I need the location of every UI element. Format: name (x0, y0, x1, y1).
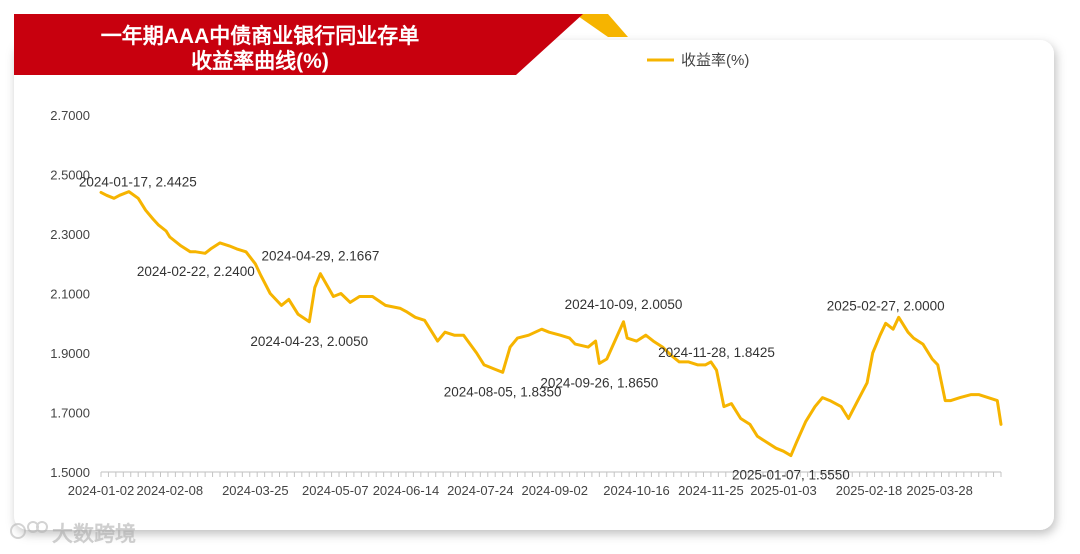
x-tick-label: 2024-03-25 (222, 483, 289, 498)
data-label: 2024-08-05, 1.8350 (444, 384, 562, 399)
data-label: 2024-04-29, 2.1667 (261, 249, 379, 264)
x-tick-label: 2024-11-25 (678, 483, 744, 498)
series-layer (99, 190, 1003, 458)
data-label: 2025-02-27, 2.0000 (827, 298, 945, 313)
watermark-text: 大数跨境 (52, 522, 136, 546)
x-tick-label: 2025-02-18 (836, 483, 903, 498)
title-banner (14, 14, 583, 75)
chart-title-line1: 一年期AAA中债商业银行同业存单 (101, 24, 420, 48)
series-line (99, 190, 1003, 458)
chart-card (14, 40, 1054, 530)
data-label: 2024-04-23, 2.0050 (250, 334, 368, 349)
y-tick-label: 1.7000 (50, 406, 90, 421)
data-label: 2024-09-26, 1.8650 (540, 375, 658, 390)
y-tick-label: 2.5000 (50, 168, 90, 183)
x-axis: 2024-01-02 2024-02-08 2024-03-25 2024-05-07… (68, 471, 1002, 498)
chart-title-line2: 收益率曲线(%) (191, 49, 329, 73)
y-tick-label: 1.9000 (50, 346, 90, 361)
watermark: 大数跨境 (10, 521, 136, 546)
y-axis: 1.5000 1.7000 1.9000 2.1000 2.3000 2.5000 2.70… (50, 108, 90, 480)
legend-label: 收益率(%) (681, 52, 749, 69)
x-tick-label: 2024-02-08 (137, 483, 204, 498)
legend: 收益率(%) (647, 52, 749, 69)
data-label: 2024-02-22, 2.2400 (137, 264, 255, 279)
watermark-logo-icon (10, 521, 48, 539)
y-tick-label: 2.7000 (50, 108, 90, 123)
x-tick-label: 2024-07-24 (447, 483, 514, 498)
x-tick-label: 2024-09-02 (521, 483, 588, 498)
x-tick-label: 2025-01-03 (750, 483, 817, 498)
x-tick-label: 2024-05-07 (302, 483, 369, 498)
data-label: 2024-10-09, 2.0050 (565, 297, 683, 312)
data-labels: 2024-01-17, 2.4425 2024-02-22, 2.2400 2024… (79, 175, 945, 483)
x-tick-label: 2024-06-14 (373, 483, 440, 498)
data-label: 2025-01-07, 1.5550 (732, 468, 850, 483)
x-tick-label: 2024-10-16 (603, 483, 670, 498)
x-tick-label: 2024-01-02 (68, 483, 135, 498)
data-label: 2024-11-28, 1.8425 (658, 345, 775, 360)
y-tick-label: 2.3000 (50, 227, 90, 242)
y-tick-label: 1.5000 (50, 465, 90, 480)
y-tick-label: 2.1000 (50, 287, 90, 302)
data-label: 2024-01-17, 2.4425 (79, 175, 197, 190)
x-tick-label: 2025-03-28 (906, 483, 973, 498)
banner-accent (575, 14, 628, 37)
